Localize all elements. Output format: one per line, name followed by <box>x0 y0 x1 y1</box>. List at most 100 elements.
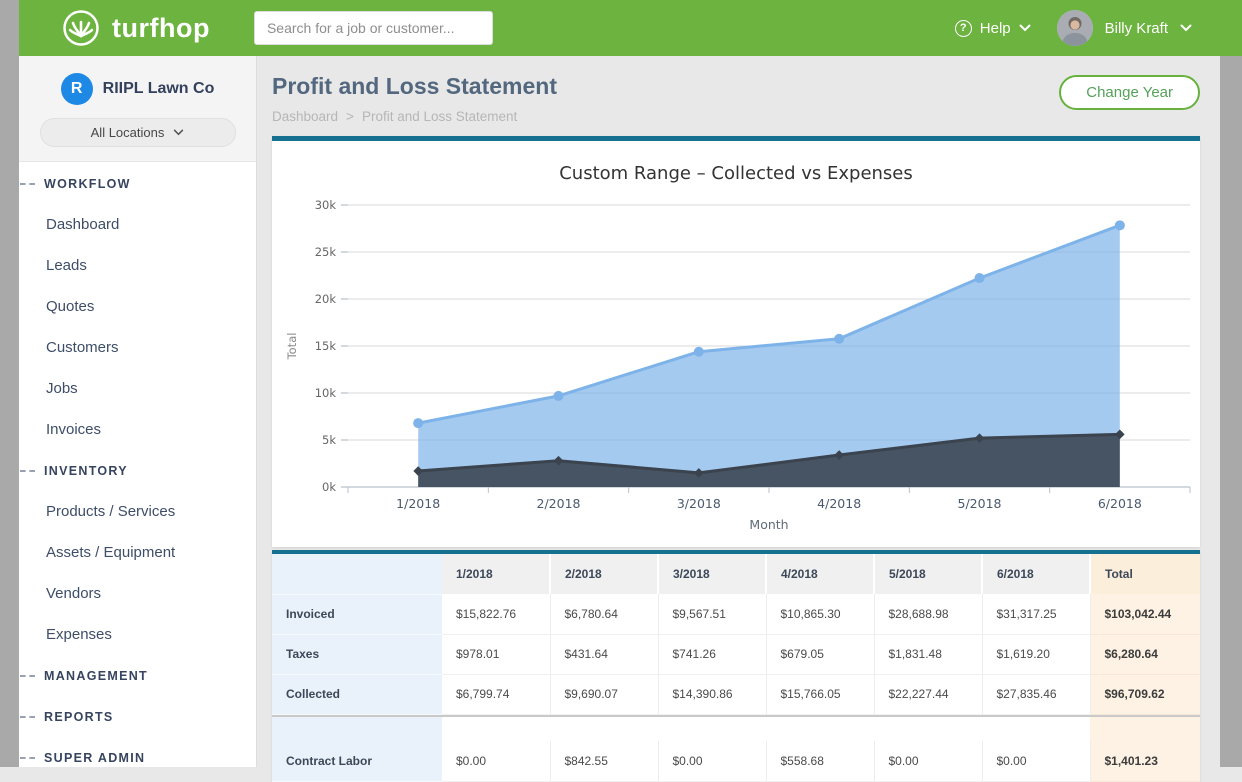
svg-text:Custom Range – Collected vs Ex: Custom Range – Collected vs Expenses <box>559 163 913 184</box>
chevron-down-icon <box>1019 24 1031 32</box>
table-header-month: 2/2018 <box>550 554 658 594</box>
user-menu[interactable]: Billy Kraft <box>1057 10 1192 46</box>
section-dashes-icon <box>20 675 35 677</box>
sidebar-item-expenses[interactable]: Expenses <box>19 614 256 655</box>
table-row-contract-labor: Contract Labor$0.00$842.55$0.00$558.68$0… <box>272 741 1200 781</box>
user-name: Billy Kraft <box>1105 20 1168 37</box>
table-row-taxes: Taxes$978.01$431.64$741.26$679.05$1,831.… <box>272 634 1200 674</box>
table-cell: $1,831.48 <box>874 634 982 674</box>
section-dashes-icon <box>20 470 35 472</box>
help-menu[interactable]: ? Help <box>955 20 1031 37</box>
row-label: Collected <box>272 674 442 714</box>
row-total: $96,709.62 <box>1090 674 1200 714</box>
row-label: Contract Labor <box>272 741 442 781</box>
table-cell: $679.05 <box>766 634 874 674</box>
left-gutter <box>0 0 19 767</box>
table-header-month: 4/2018 <box>766 554 874 594</box>
sidebar-company-panel: R RIIPL Lawn Co All Locations <box>19 56 256 162</box>
table-cell: $0.00 <box>442 741 550 781</box>
top-header: turfhop ? Help Billy Kraft <box>0 0 1242 56</box>
table-cell: $978.01 <box>442 634 550 674</box>
sidebar-item-products-services[interactable]: Products / Services <box>19 491 256 532</box>
table-cell: $15,766.05 <box>766 674 874 714</box>
sidebar-item-quotes[interactable]: Quotes <box>19 286 256 327</box>
sidebar-item-leads[interactable]: Leads <box>19 245 256 286</box>
help-label: Help <box>980 20 1011 37</box>
chevron-down-icon <box>1180 24 1192 32</box>
company-name: RIIPL Lawn Co <box>103 80 215 98</box>
main-content: Profit and Loss Statement Dashboard > Pr… <box>257 56 1220 767</box>
chevron-down-icon <box>173 129 184 136</box>
row-total: $103,042.44 <box>1090 594 1200 634</box>
profit-loss-table: 1/20182/20183/20184/20185/20186/2018Tota… <box>272 554 1200 782</box>
sidebar-section-reports[interactable]: REPORTS <box>19 696 256 737</box>
svg-text:4/2018: 4/2018 <box>817 496 861 511</box>
sidebar-item-jobs[interactable]: Jobs <box>19 368 256 409</box>
table-cell: $1,619.20 <box>982 634 1090 674</box>
sidebar-item-customers[interactable]: Customers <box>19 327 256 368</box>
table-header-total: Total <box>1090 554 1200 594</box>
table-row-invoiced: Invoiced$15,822.76$6,780.64$9,567.51$10,… <box>272 594 1200 634</box>
sidebar-item-vendors[interactable]: Vendors <box>19 573 256 614</box>
location-selector[interactable]: All Locations <box>40 118 236 147</box>
table-cell: $6,799.74 <box>442 674 550 714</box>
svg-text:30k: 30k <box>315 198 337 212</box>
table-cell: $0.00 <box>982 741 1090 781</box>
brand-name: turfhop <box>112 13 210 44</box>
section-dashes-icon <box>20 716 35 718</box>
svg-text:2/2018: 2/2018 <box>537 496 581 511</box>
table-cell: $9,567.51 <box>658 594 766 634</box>
brand-logo[interactable]: turfhop <box>62 9 210 47</box>
breadcrumb-dashboard[interactable]: Dashboard <box>272 109 338 124</box>
search-input[interactable] <box>254 11 493 45</box>
breadcrumb: Dashboard > Profit and Loss Statement <box>272 109 557 124</box>
section-dashes-icon <box>20 183 35 185</box>
turfhop-grass-icon <box>62 9 100 47</box>
table-header-month: 1/2018 <box>442 554 550 594</box>
sidebar-section-workflow[interactable]: WORKFLOW <box>19 163 256 204</box>
sidebar-item-invoices[interactable]: Invoices <box>19 409 256 450</box>
section-dashes-icon <box>20 757 35 759</box>
svg-text:Month: Month <box>749 517 788 532</box>
page-title: Profit and Loss Statement <box>272 73 557 100</box>
table-cell: $14,390.86 <box>658 674 766 714</box>
table-cell: $0.00 <box>874 741 982 781</box>
profit-loss-chart: Custom Range – Collected vs Expenses 0k 5k… <box>272 141 1200 547</box>
table-cell: $558.68 <box>766 741 874 781</box>
breadcrumb-current: Profit and Loss Statement <box>362 109 517 124</box>
svg-text:25k: 25k <box>315 245 337 259</box>
table-row-collected: Collected$6,799.74$9,690.07$14,390.86$15… <box>272 674 1200 714</box>
table-header-empty <box>272 554 442 594</box>
svg-text:5k: 5k <box>322 433 336 447</box>
svg-text:6/2018: 6/2018 <box>1098 496 1142 511</box>
sidebar-section-label: MANAGEMENT <box>44 669 148 683</box>
sidebar-item-dashboard[interactable]: Dashboard <box>19 204 256 245</box>
table-cell: $842.55 <box>550 741 658 781</box>
table-cell: $6,780.64 <box>550 594 658 634</box>
table-cell: $27,835.46 <box>982 674 1090 714</box>
sidebar-section-management[interactable]: MANAGEMENT <box>19 655 256 696</box>
svg-text:1/2018: 1/2018 <box>396 496 440 511</box>
sidebar-nav: WORKFLOWDashboardLeadsQuotesCustomersJob… <box>19 162 256 778</box>
svg-text:0k: 0k <box>322 480 336 494</box>
breadcrumb-separator: > <box>346 109 354 124</box>
table-spacer-row <box>272 717 1200 741</box>
row-total: $1,401.23 <box>1090 741 1200 781</box>
table-cell: $15,822.76 <box>442 594 550 634</box>
table-header-month: 3/2018 <box>658 554 766 594</box>
sidebar: R RIIPL Lawn Co All Locations WORKFLOWDa… <box>19 56 257 767</box>
sidebar-section-inventory[interactable]: INVENTORY <box>19 450 256 491</box>
row-total: $6,280.64 <box>1090 634 1200 674</box>
sidebar-item-assets-equipment[interactable]: Assets / Equipment <box>19 532 256 573</box>
location-selector-label: All Locations <box>91 125 165 140</box>
sidebar-section-super-admin[interactable]: SUPER ADMIN <box>19 737 256 778</box>
svg-text:Total: Total <box>285 333 299 361</box>
row-label: Taxes <box>272 634 442 674</box>
user-photo-icon <box>1057 10 1093 46</box>
table-cell: $22,227.44 <box>874 674 982 714</box>
change-year-button[interactable]: Change Year <box>1059 75 1200 110</box>
table-cell: $431.64 <box>550 634 658 674</box>
table-cell: $31,317.25 <box>982 594 1090 634</box>
table-cell: $741.26 <box>658 634 766 674</box>
avatar <box>1057 10 1093 46</box>
